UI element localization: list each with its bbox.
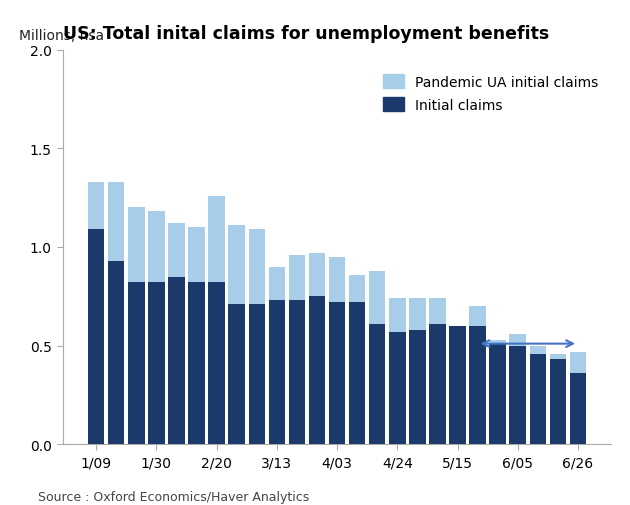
Bar [349, 275, 365, 302]
Bar [429, 324, 445, 444]
Bar [108, 182, 125, 261]
Bar [409, 298, 426, 330]
Text: Source : Oxford Economics/Haver Analytics: Source : Oxford Economics/Haver Analytic… [38, 490, 309, 503]
Bar [309, 254, 325, 296]
Bar [469, 326, 486, 444]
Bar [128, 283, 144, 444]
Bar [268, 300, 285, 444]
Bar [148, 212, 164, 283]
Bar [188, 283, 205, 444]
Bar [128, 208, 144, 283]
Bar [429, 298, 445, 324]
Bar [248, 230, 265, 305]
Bar [148, 283, 164, 444]
Bar [309, 296, 325, 444]
Bar [108, 261, 125, 444]
Bar [449, 326, 466, 444]
Bar [209, 196, 225, 283]
Bar [289, 300, 305, 444]
Bar [369, 324, 386, 444]
Bar [229, 226, 245, 305]
Bar [268, 267, 285, 300]
Bar [570, 352, 586, 374]
Bar [490, 344, 506, 444]
Bar [88, 182, 105, 230]
Bar [389, 298, 406, 332]
Bar [570, 374, 586, 444]
Bar [329, 257, 345, 302]
Bar [168, 224, 185, 277]
Bar [549, 354, 566, 360]
Bar [168, 277, 185, 444]
Bar [510, 334, 526, 346]
Bar [549, 360, 566, 444]
Bar [530, 346, 546, 354]
Bar [530, 354, 546, 444]
Bar [88, 230, 105, 444]
Bar [229, 305, 245, 444]
Bar [349, 302, 365, 444]
Text: US: Total inital claims for unemployment benefits: US: Total inital claims for unemployment… [63, 25, 549, 43]
Bar [329, 302, 345, 444]
Bar [490, 340, 506, 344]
Bar [209, 283, 225, 444]
Bar [510, 346, 526, 444]
Bar [248, 305, 265, 444]
Bar [369, 271, 386, 324]
Bar [409, 330, 426, 444]
Bar [188, 228, 205, 283]
Bar [389, 332, 406, 444]
Text: Millions, nsa: Millions, nsa [19, 29, 105, 42]
Bar [469, 307, 486, 326]
Bar [289, 256, 305, 300]
Legend: Pandemic UA initial claims, Initial claims: Pandemic UA initial claims, Initial clai… [378, 69, 604, 118]
